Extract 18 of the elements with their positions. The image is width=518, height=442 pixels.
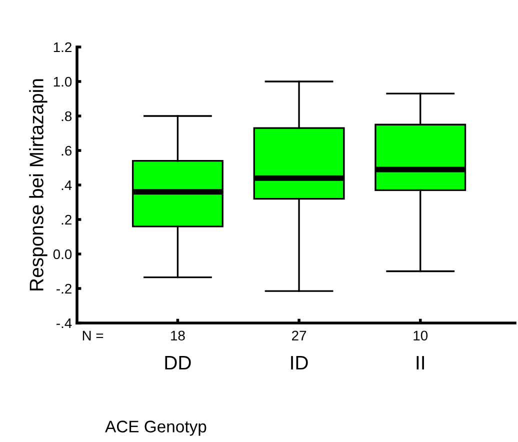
text: 27 [292, 330, 306, 340]
y-tick-label: .6 [62, 146, 72, 156]
y-tick-label: .4 [62, 180, 72, 190]
x-tick-label: ID [291, 356, 308, 370]
y-tick-label: 0.0 [53, 249, 72, 260]
x-tick-label: DD [165, 356, 191, 370]
y-tick-label: .2 [62, 214, 72, 225]
y-tick-label: -.2 [56, 284, 72, 294]
y-axis-title: Response bei Mirtazapin [29, 79, 48, 290]
text: N = [82, 330, 104, 340]
y-tick-label: 1.2 [54, 42, 72, 52]
y-tick-label: 1.0 [54, 76, 72, 87]
text: 10 [414, 330, 428, 341]
y-tick-label: -.4 [56, 318, 72, 328]
text: 18 [171, 330, 185, 341]
x-axis-title: ACE Genotyp [105, 420, 206, 436]
y-tick-label: .8 [62, 111, 72, 122]
x-tick-label: II [416, 356, 424, 370]
